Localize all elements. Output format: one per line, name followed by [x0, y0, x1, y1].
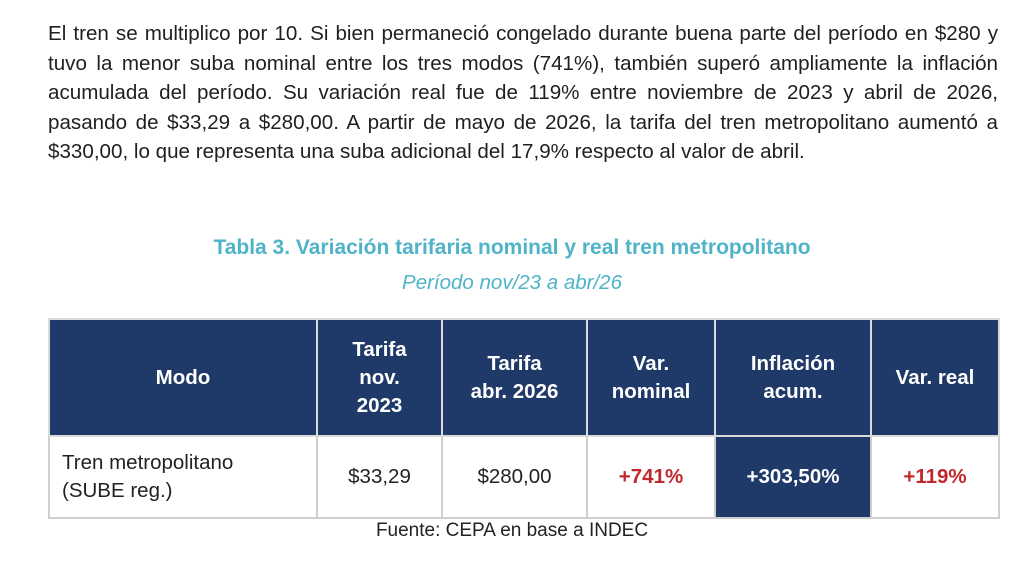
cell-modo-line1: Tren metropolitano: [62, 451, 234, 474]
header-tarifa-abr: Tarifa abr. 2026: [441, 318, 588, 437]
table-header-row: Modo Tarifa nov. 2023 Tarifa abr. 2026 V…: [48, 318, 1000, 437]
header-var-real-label: Var. real: [895, 365, 975, 389]
header-modo: Modo: [48, 318, 318, 437]
header-modo-label: Modo: [155, 365, 211, 389]
fare-variation-table: Modo Tarifa nov. 2023 Tarifa abr. 2026 V…: [48, 318, 1000, 519]
body-paragraph: El tren se multiplico por 10. Si bien pe…: [48, 22, 998, 164]
cell-modo: Tren metropolitano (SUBE reg.): [48, 435, 318, 519]
table-subtitle: Período nov/23 a abr/26: [402, 271, 622, 294]
cell-var-real: +119%: [870, 435, 1000, 519]
cell-var-nominal: +741%: [586, 435, 716, 519]
header-var-real: Var. real: [870, 318, 1000, 437]
header-tarifa-abr-line1: Tarifa: [487, 351, 542, 375]
header-inflacion-line2: acum.: [763, 379, 823, 403]
cell-tarifa-nov: $33,29: [316, 435, 443, 519]
table-row: Tren metropolitano (SUBE reg.) $33,29 $2…: [48, 435, 1000, 519]
table-source-note: Fuente: CEPA en base a INDEC: [375, 520, 649, 541]
header-var-nominal-line2: nominal: [611, 379, 691, 403]
header-inflacion-line1: Inflación: [750, 351, 836, 375]
header-tarifa-abr-line2: abr. 2026: [470, 379, 559, 403]
header-var-nominal-line1: Var.: [632, 351, 670, 375]
header-tarifa-nov-line1: Tarifa: [352, 337, 407, 361]
header-tarifa-nov: Tarifa nov. 2023: [316, 318, 443, 437]
cell-inflacion: +303,50%: [714, 435, 872, 519]
cell-modo-line2: (SUBE reg.): [62, 479, 173, 502]
header-var-nominal: Var. nominal: [586, 318, 716, 437]
header-tarifa-nov-line2: nov.: [359, 365, 400, 389]
cell-tarifa-abr: $280,00: [441, 435, 588, 519]
header-inflacion: Inflación acum.: [714, 318, 872, 437]
table-title: Tabla 3. Variación tarifaria nominal y r…: [213, 236, 811, 259]
header-tarifa-nov-line3: 2023: [356, 393, 403, 417]
